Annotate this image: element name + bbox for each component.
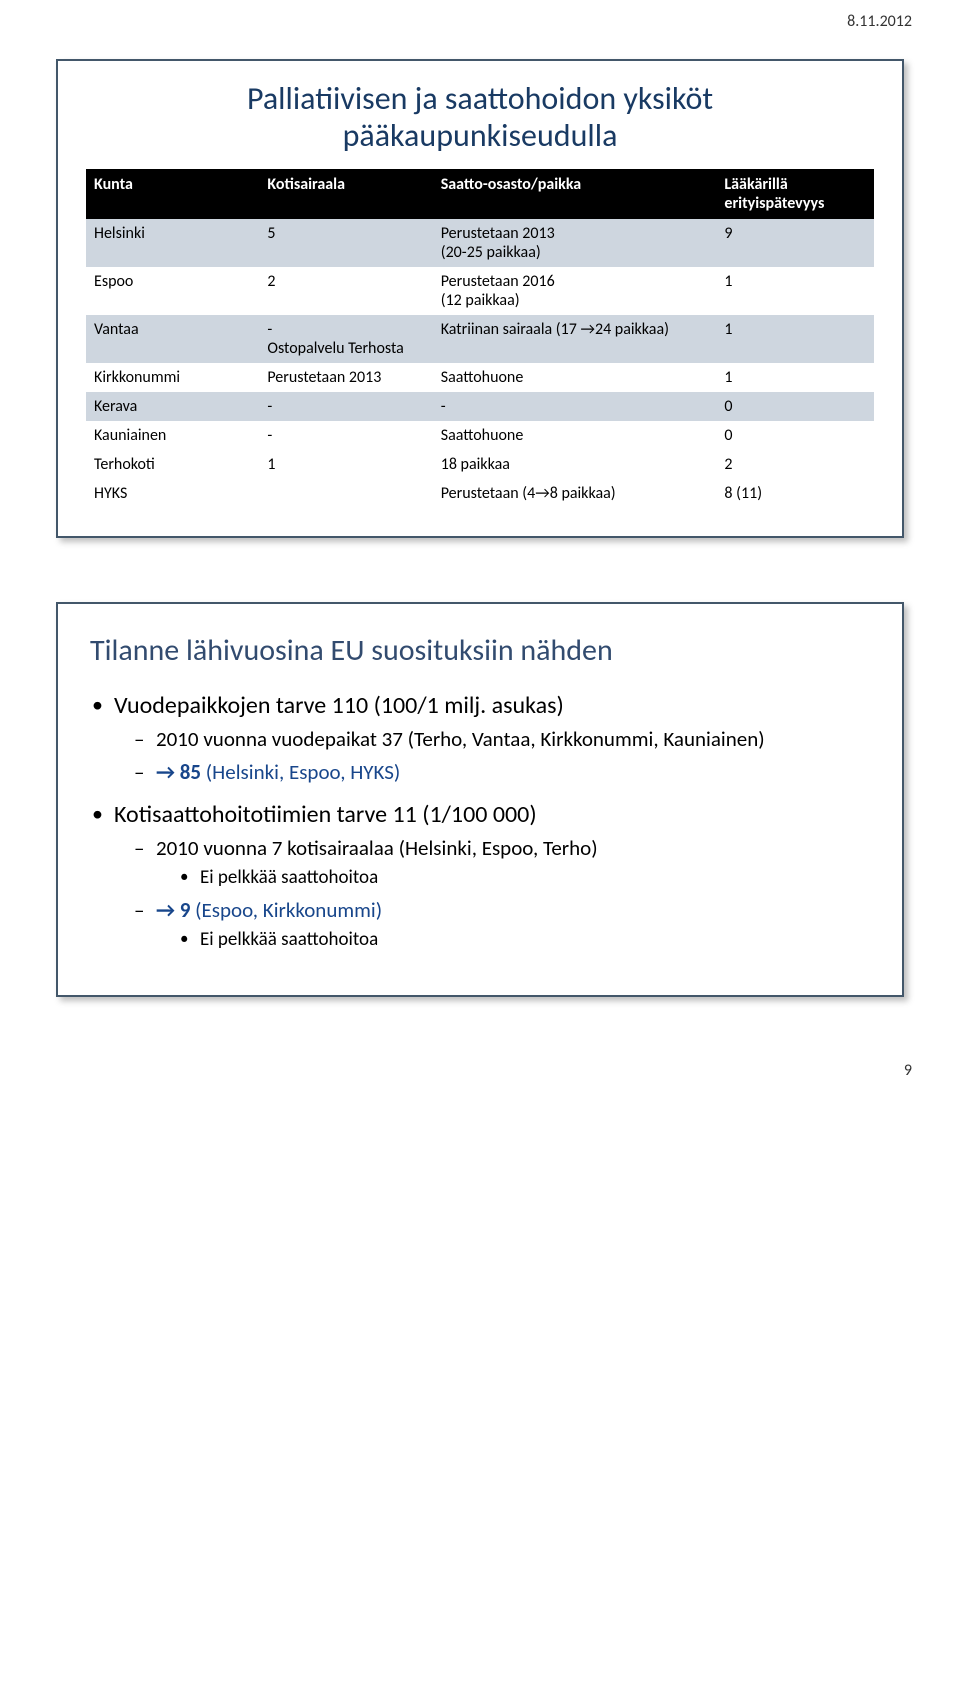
bullet-2-sub1: 2010 vuonna 7 kotisairaalaa (Helsinki, E…	[134, 835, 874, 891]
bullet-list: Vuodepaikkojen tarve 110 (100/1 milj. as…	[88, 691, 874, 954]
bullet-2-sub1-detail: Ei pelkkää saattohoitoa	[180, 866, 874, 891]
table-cell: 5	[259, 219, 432, 267]
table-cell: -	[259, 392, 432, 421]
table-cell: 2	[716, 450, 874, 479]
bullet-2-sub2-num: 9	[180, 897, 191, 923]
table-cell: Perustetaan 2016 (12 paikkaa)	[433, 267, 717, 315]
arrow-icon: →	[156, 759, 175, 785]
table-row: HYKS Perustetaan (4→8 paikkaa)8 (11)	[86, 479, 874, 508]
table-cell: Perustetaan 2013 (20-25 paikkaa)	[433, 219, 717, 267]
table-row: Espoo2Perustetaan 2016 (12 paikkaa)1	[86, 267, 874, 315]
bullet-2-sub2: → 9 (Espoo, Kirkkonummi) Ei pelkkää saat…	[134, 897, 874, 953]
bullet-2: Kotisaattohoitotiimien tarve 11 (1/100 0…	[88, 800, 874, 953]
table-row: Kerava--0	[86, 392, 874, 421]
panel-bullets: Tilanne lähivuosina EU suosituksiin nähd…	[56, 602, 904, 998]
table-cell: Perustetaan (4→8 paikkaa)	[433, 479, 717, 508]
bullet-1-sub2: → 85 (Helsinki, Espoo, HYKS)	[134, 759, 874, 786]
panel-table: Palliatiivisen ja saattohoidon yksiköt p…	[56, 59, 904, 538]
table-cell: 0	[716, 392, 874, 421]
panel2-title: Tilanne lähivuosina EU suosituksiin nähd…	[90, 632, 874, 669]
bullet-2-text: Kotisaattohoitotiimien tarve 11 (1/100 0…	[114, 800, 537, 829]
table-cell: Saattohuone	[433, 363, 717, 392]
bullet-1-sub1: 2010 vuonna vuodepaikat 37 (Terho, Vanta…	[134, 726, 874, 753]
table-cell: Kauniainen	[86, 421, 259, 450]
bullet-1-text: Vuodepaikkojen tarve 110 (100/1 milj. as…	[114, 691, 564, 720]
table-cell: HYKS	[86, 479, 259, 508]
header-date: 8.11.2012	[0, 0, 960, 31]
bullet-2-sub1-text: 2010 vuonna 7 kotisairaalaa (Helsinki, E…	[156, 835, 598, 861]
table-cell: 8 (11)	[716, 479, 874, 508]
table-cell: Kerava	[86, 392, 259, 421]
th-kunta: Kunta	[86, 169, 259, 219]
bullet-1: Vuodepaikkojen tarve 110 (100/1 milj. as…	[88, 691, 874, 787]
th-saatto: Saatto-osasto/paikka	[433, 169, 717, 219]
table-cell: 1	[259, 450, 432, 479]
table-cell: 1	[716, 267, 874, 315]
bullet-1-sub2-rest: (Helsinki, Espoo, HYKS)	[201, 759, 400, 785]
table-cell: Perustetaan 2013	[259, 363, 432, 392]
th-laakari: Lääkärillä erityispätevyys	[716, 169, 874, 219]
table-cell: Terhokoti	[86, 450, 259, 479]
panel1-title-line2: pääkaupunkiseudulla	[343, 116, 618, 155]
table-cell: Katriinan sairaala (17 →24 paikkaa)	[433, 315, 717, 363]
table-cell	[259, 479, 432, 508]
table-cell: 0	[716, 421, 874, 450]
table-row: Terhokoti118 paikkaa2	[86, 450, 874, 479]
bullet-1-sub2-num: 85	[180, 759, 201, 785]
table-cell: Espoo	[86, 267, 259, 315]
table-cell: Kirkkonummi	[86, 363, 259, 392]
table-cell: -	[259, 421, 432, 450]
bullet-2-sub2-detail: Ei pelkkää saattohoitoa	[180, 928, 874, 953]
panel1-title: Palliatiivisen ja saattohoidon yksiköt p…	[86, 81, 874, 155]
table-cell: -	[433, 392, 717, 421]
table-row: Helsinki5Perustetaan 2013 (20-25 paikkaa…	[86, 219, 874, 267]
table-cell: Saattohuone	[433, 421, 717, 450]
table-cell: Helsinki	[86, 219, 259, 267]
th-kotisairaala: Kotisairaala	[259, 169, 432, 219]
table-cell: 1	[716, 363, 874, 392]
table-cell: Vantaa	[86, 315, 259, 363]
table-cell: 9	[716, 219, 874, 267]
table-cell: - Ostopalvelu Terhosta	[259, 315, 432, 363]
table-row: Vantaa- Ostopalvelu TerhostaKatriinan sa…	[86, 315, 874, 363]
table-cell: 18 paikkaa	[433, 450, 717, 479]
table-cell: 1	[716, 315, 874, 363]
bullet-2-sub2-rest: (Espoo, Kirkkonummi)	[190, 897, 382, 923]
table-row: KirkkonummiPerustetaan 2013Saattohuone1	[86, 363, 874, 392]
arrow-icon: →	[156, 897, 175, 923]
table-row: Kauniainen-Saattohuone0	[86, 421, 874, 450]
panel1-title-line1: Palliatiivisen ja saattohoidon yksiköt	[247, 79, 713, 118]
table-cell: 2	[259, 267, 432, 315]
page-number: 9	[0, 1061, 960, 1100]
units-table: Kunta Kotisairaala Saatto-osasto/paikka …	[86, 169, 874, 508]
table-header-row: Kunta Kotisairaala Saatto-osasto/paikka …	[86, 169, 874, 219]
